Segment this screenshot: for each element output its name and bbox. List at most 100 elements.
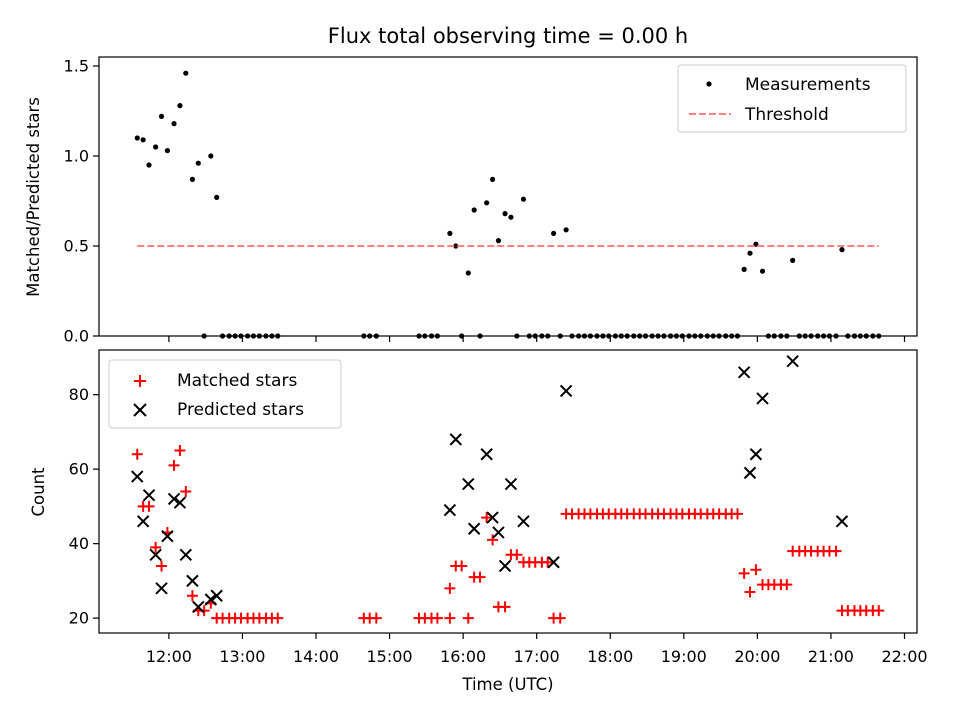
measurements-point	[790, 257, 796, 263]
matched-stars-point	[186, 590, 198, 602]
chart-title: Flux total observing time = 0.00 h	[328, 24, 688, 48]
measurements-point	[158, 113, 165, 119]
bottom-axes-frame	[98, 349, 918, 634]
x-tick-label: 13:00	[219, 647, 265, 666]
predicted-stars-point	[462, 477, 475, 491]
top-legend-box	[677, 64, 907, 133]
legend-predicted-label: Predicted stars	[177, 400, 304, 420]
matched-stars-point	[370, 612, 382, 624]
measurements-point	[140, 137, 146, 143]
predicted-stars-point	[743, 466, 757, 480]
predicted-stars-point	[443, 503, 457, 517]
predicted-stars-point	[786, 354, 799, 368]
bottom-legend-box	[108, 359, 342, 429]
predicted-stars-point	[449, 433, 462, 446]
measurements-point	[208, 153, 214, 159]
measurements-point	[489, 176, 496, 182]
measurements-point	[447, 230, 453, 236]
matched-stars-point	[830, 545, 842, 557]
matched-stars-point	[732, 508, 744, 520]
predicted-stars-point	[149, 548, 162, 562]
matched-stars-point	[873, 605, 885, 617]
predicted-stars-point	[835, 515, 849, 528]
predicted-stars-point	[142, 489, 156, 502]
x-tick-label: 20:00	[734, 647, 780, 666]
matched-stars-point	[481, 512, 493, 524]
x-tick-label: 19:00	[661, 647, 707, 666]
predicted-stars-point	[480, 448, 493, 461]
y-tick-label: 0.0	[64, 327, 89, 346]
measurements-point	[753, 241, 759, 247]
measurements-point	[171, 121, 177, 127]
predicted-stars-point	[749, 448, 763, 461]
measurements-point	[839, 247, 845, 253]
y-tick-label: 80	[69, 385, 89, 404]
predicted-stars-point	[498, 559, 512, 573]
top-legend: Measurements Threshold	[677, 64, 907, 133]
matched-stars-point	[554, 612, 566, 624]
predicted-stars-point	[161, 529, 174, 543]
measurements-point	[453, 243, 459, 249]
predicted-stars-point	[173, 496, 187, 509]
measurements-point	[146, 162, 152, 168]
predicted-stars-point	[167, 492, 181, 506]
predicted-stars-point	[737, 366, 751, 379]
measurements-point	[214, 194, 220, 200]
matched-stars-point	[156, 560, 168, 572]
predicted-stars-point	[210, 589, 223, 602]
measurements-point	[177, 103, 183, 109]
measurements-point	[551, 230, 557, 236]
matched-stars-point	[150, 541, 162, 553]
matched-stars-point	[511, 549, 523, 561]
predicted-stars-point	[517, 515, 530, 528]
y-tick-label: 20	[69, 609, 89, 628]
matched-stars-point	[444, 582, 456, 594]
legend-matched-marker	[134, 375, 146, 387]
matched-stars-point	[174, 445, 186, 457]
y-tick-label: 40	[69, 534, 89, 553]
measurements-point	[508, 214, 514, 220]
x-tick-label: 12:00	[146, 647, 192, 666]
legend-measurements-marker	[706, 81, 712, 87]
bottom-data-layer	[131, 354, 885, 624]
matched-stars-point	[462, 612, 474, 624]
measurements-point	[759, 268, 766, 274]
matched-stars-point	[542, 556, 554, 568]
predicted-stars-point	[504, 477, 518, 491]
bottom-y-axis: 20 40 60 80	[69, 385, 99, 628]
measurements-point	[495, 238, 502, 244]
y-tick-label: 60	[69, 460, 89, 479]
predicted-stars-point	[204, 593, 218, 606]
measurements-point	[502, 211, 508, 217]
y-tick-label: 1.0	[64, 147, 89, 166]
matched-stars-point	[180, 486, 192, 497]
x-tick-label: 16:00	[440, 647, 486, 666]
matched-stars-point	[272, 612, 284, 624]
matched-stars-point	[474, 571, 486, 583]
matched-stars-point	[781, 579, 793, 591]
measurements-point	[471, 207, 477, 213]
measurements-point	[563, 227, 569, 233]
matched-stars-point	[143, 500, 155, 512]
predicted-stars-point	[192, 600, 205, 614]
top-axes-frame	[98, 56, 918, 337]
measurements-point	[484, 200, 490, 206]
x-tick-label: 17:00	[514, 647, 560, 666]
top-x-ticks	[168, 336, 906, 342]
matched-stars-point	[499, 601, 511, 613]
matched-stars-point	[131, 448, 143, 460]
measurements-point	[520, 196, 527, 202]
matched-stars-point	[431, 612, 443, 624]
measurements-point	[189, 176, 196, 182]
bottom-legend: Matched stars Predicted stars	[108, 359, 342, 429]
measurements-point	[747, 250, 753, 256]
bottom-x-axis: 12:00 13:00 14:00 15:00 16:00 17:00 18:00 19:00…	[146, 633, 928, 666]
x-tick-label: 22:00	[881, 647, 927, 666]
matched-stars-point	[487, 534, 499, 546]
x-axis-label: Time (UTC)	[461, 675, 553, 694]
measurements-point	[183, 70, 189, 76]
legend-threshold-label: Threshold	[744, 105, 829, 125]
predicted-stars-point	[547, 556, 560, 569]
y-tick-label: 0.5	[64, 237, 89, 256]
